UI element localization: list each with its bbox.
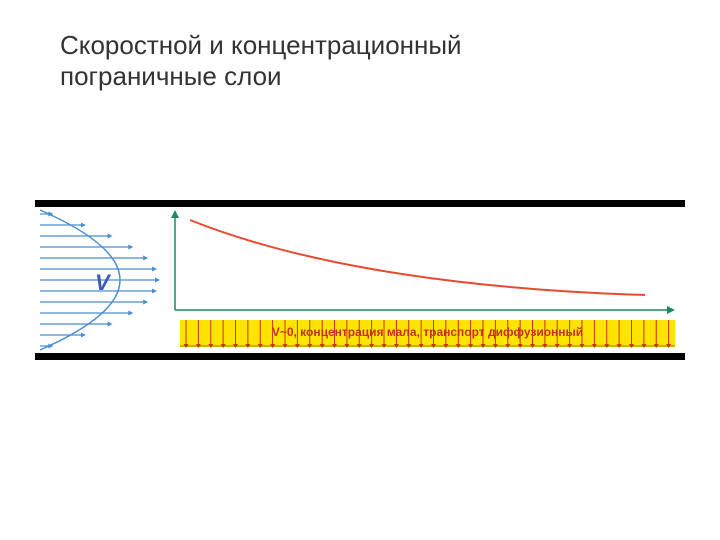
flow-arrow-head	[152, 289, 157, 294]
boundary-layer-diagram: V V~0, концентрация мала, транспорт диффу…	[35, 200, 685, 360]
flow-arrow-head	[143, 300, 148, 305]
y-axis-arrow	[171, 210, 179, 218]
flow-arrow-head	[81, 333, 86, 338]
title-line-2: пограничные слои	[60, 61, 282, 91]
diffusion-band-text: V~0, концентрация мала, транспорт диффуз…	[272, 325, 583, 339]
concentration-curve	[190, 220, 645, 295]
flow-arrow-head	[108, 322, 113, 327]
diagram-svg: V V~0, концентрация мала, транспорт диффу…	[35, 200, 685, 360]
flow-arrow-head	[155, 278, 160, 283]
flow-arrow-head	[81, 223, 86, 228]
flow-arrow-head	[152, 267, 157, 272]
title-line-1: Скоростной и концентрационный	[60, 30, 462, 60]
flow-arrow-head	[128, 311, 133, 316]
velocity-label: V	[95, 270, 112, 295]
top-wall	[35, 200, 685, 207]
flow-arrow-head	[108, 234, 113, 239]
page-title: Скоростной и концентрационный пограничны…	[60, 30, 462, 92]
x-axis-arrow	[667, 306, 675, 314]
flow-arrow-head	[143, 256, 148, 261]
bottom-wall	[35, 353, 685, 360]
flow-arrow-head	[128, 245, 133, 250]
